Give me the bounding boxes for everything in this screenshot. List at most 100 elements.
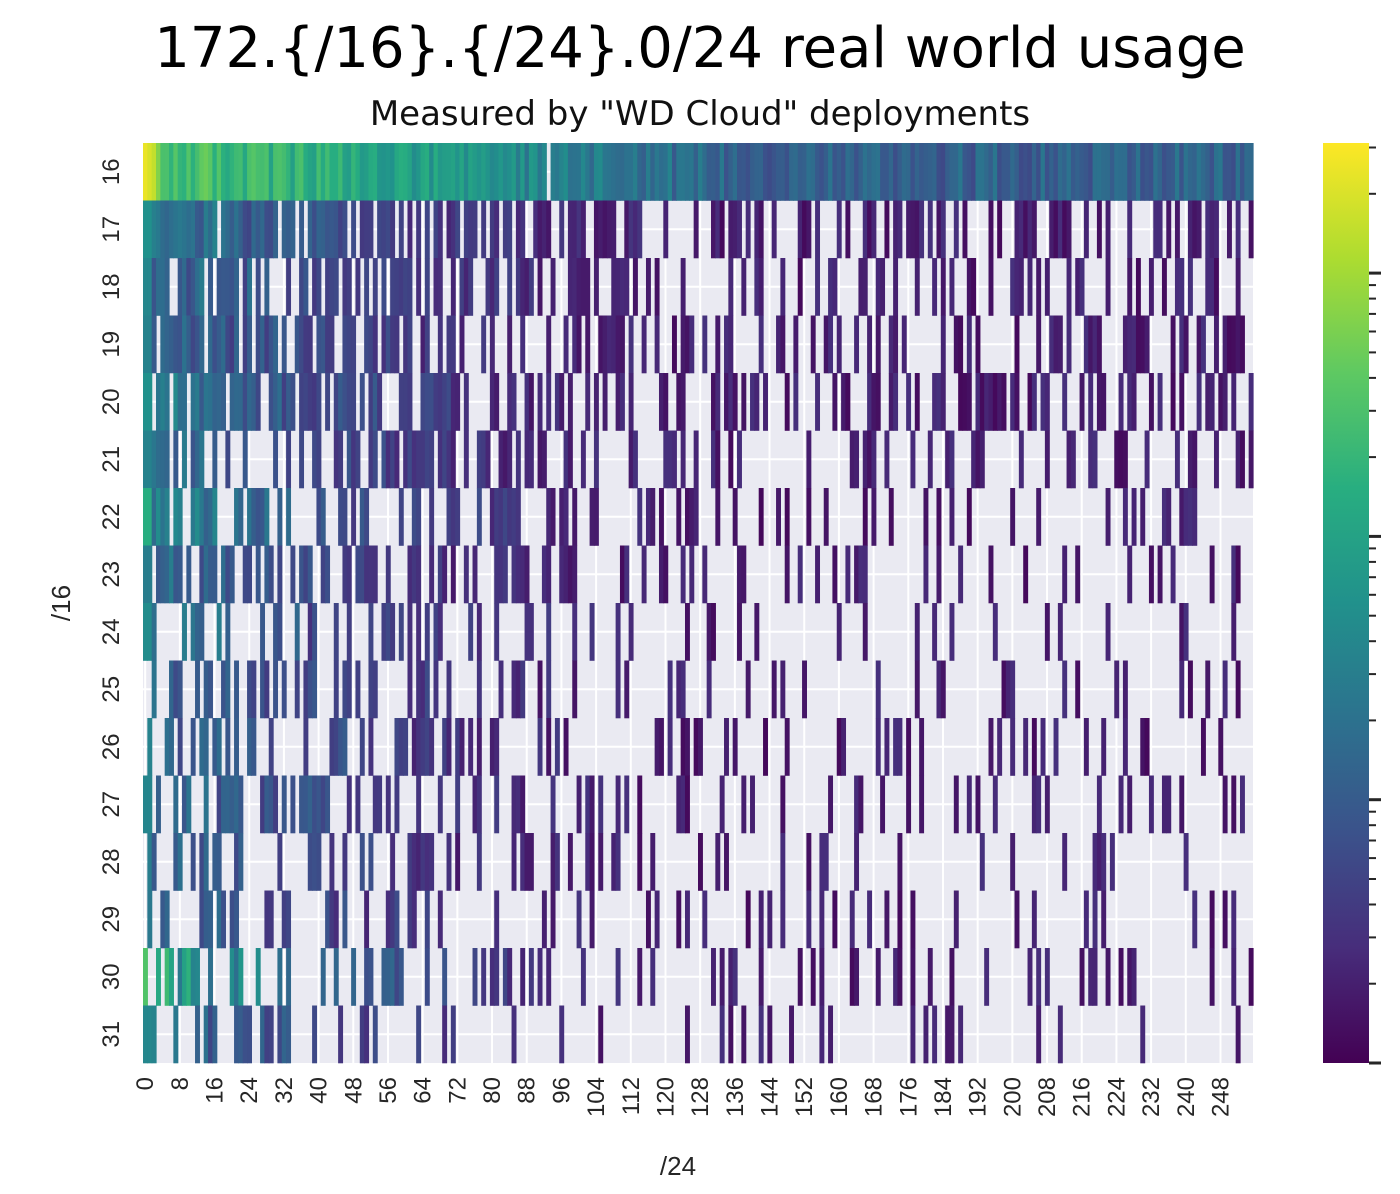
heatmap-cell <box>932 258 938 316</box>
heatmap-cell <box>156 948 161 1006</box>
heatmap-cell <box>342 545 348 604</box>
heatmap-cell <box>914 258 920 316</box>
heatmap-cell <box>940 200 946 259</box>
heatmap-cell <box>416 1005 422 1064</box>
heatmap-cell <box>489 200 495 259</box>
heatmap-cell <box>992 775 998 834</box>
x-tick-label: 136 <box>722 1077 749 1117</box>
heatmap-cell <box>212 833 218 891</box>
heatmap-cell <box>914 143 920 201</box>
heatmap-cell <box>342 890 348 949</box>
heatmap-cell <box>554 373 560 431</box>
heatmap-cell <box>437 603 443 661</box>
x-tick-label: 176 <box>895 1077 922 1117</box>
heatmap-cell <box>1079 948 1085 1006</box>
heatmap-cell <box>190 833 196 891</box>
heatmap-cell <box>849 890 855 949</box>
heatmap-cell <box>849 948 855 1006</box>
heatmap-cell <box>711 948 716 1006</box>
heatmap-cell <box>728 143 734 201</box>
heatmap-cell <box>1023 718 1029 776</box>
heatmap-cell <box>338 373 344 431</box>
heatmap-cell <box>728 258 734 316</box>
heatmap-cell <box>1036 775 1042 834</box>
heatmap-cell <box>676 775 682 834</box>
x-tick-label: 128 <box>687 1077 714 1117</box>
heatmap-cell <box>394 948 400 1006</box>
heatmap-cell <box>476 603 482 661</box>
heatmap-cell <box>299 143 305 201</box>
heatmap-cell <box>567 833 573 891</box>
heatmap-cell <box>1131 948 1137 1006</box>
heatmap-cell <box>589 833 595 891</box>
heatmap-cell <box>684 718 690 776</box>
heatmap-cell <box>615 603 621 661</box>
heatmap-cell <box>563 315 569 374</box>
heatmap-cell <box>394 890 400 949</box>
heatmap-cell <box>580 143 586 201</box>
heatmap-cell <box>290 143 296 201</box>
heatmap-cell <box>364 948 370 1006</box>
heatmap-cell <box>164 430 170 489</box>
heatmap-cell <box>953 890 959 949</box>
heatmap-cell <box>1166 775 1172 834</box>
heatmap-cell <box>143 545 148 604</box>
heatmap-cell <box>945 143 951 201</box>
heatmap-cell <box>368 430 374 489</box>
heatmap-cell <box>195 315 200 374</box>
heatmap-cell <box>992 603 998 661</box>
heatmap-cell <box>199 718 205 776</box>
heatmap-cell <box>862 488 868 546</box>
heatmap-cell <box>606 315 612 374</box>
heatmap-cell <box>255 143 261 201</box>
heatmap-cell <box>741 775 747 834</box>
heatmap-cell <box>684 775 690 834</box>
heatmap-cell <box>758 200 764 259</box>
heatmap-cell <box>216 718 222 776</box>
heatmap-cell <box>563 718 569 776</box>
heatmap-cell <box>854 545 860 604</box>
heatmap-cell <box>312 833 318 891</box>
heatmap-cell <box>1018 200 1024 259</box>
heatmap-cell <box>624 775 630 834</box>
heatmap-cell <box>1170 143 1176 201</box>
heatmap-cell <box>737 200 742 259</box>
heatmap-cell <box>1092 430 1098 489</box>
heatmap-cell <box>273 315 279 374</box>
heatmap-cell <box>437 315 443 374</box>
heatmap-cell <box>932 143 938 201</box>
heatmap-cell <box>806 200 812 259</box>
heatmap-cell <box>511 488 517 546</box>
heatmap-cell <box>780 143 786 201</box>
heatmap-cell <box>572 603 578 661</box>
heatmap-cell <box>216 315 222 374</box>
x-tick-label: 72 <box>444 1077 471 1104</box>
heatmap-cell <box>528 948 534 1006</box>
heatmap-cell <box>502 948 508 1006</box>
heatmap-cell <box>511 833 517 891</box>
heatmap-cell <box>143 143 148 201</box>
heatmap-cell <box>1053 200 1059 259</box>
heatmap-cell <box>1070 430 1076 489</box>
heatmap-cell <box>654 890 660 949</box>
heatmap-cell <box>541 545 547 604</box>
heatmap-cell <box>238 143 244 201</box>
heatmap-cell <box>277 488 283 546</box>
heatmap-cell <box>1010 143 1016 201</box>
y-tick-label: 29 <box>98 906 125 933</box>
heatmap-cell <box>1040 143 1046 201</box>
heatmap-cell <box>784 488 790 546</box>
heatmap-cell <box>398 143 404 201</box>
heatmap-cell <box>216 890 222 949</box>
heatmap-cell <box>828 143 834 201</box>
heatmap-cell <box>364 545 370 604</box>
heatmap-cell <box>511 660 517 719</box>
heatmap-cell <box>1170 545 1176 604</box>
heatmap-cell <box>325 545 331 604</box>
x-tick-label: 216 <box>1069 1077 1096 1117</box>
heatmap-cell <box>1083 890 1089 949</box>
heatmap-cell <box>407 603 413 661</box>
heatmap-cell <box>797 948 803 1006</box>
heatmap-cell <box>485 430 491 489</box>
heatmap-cell <box>182 948 187 1006</box>
